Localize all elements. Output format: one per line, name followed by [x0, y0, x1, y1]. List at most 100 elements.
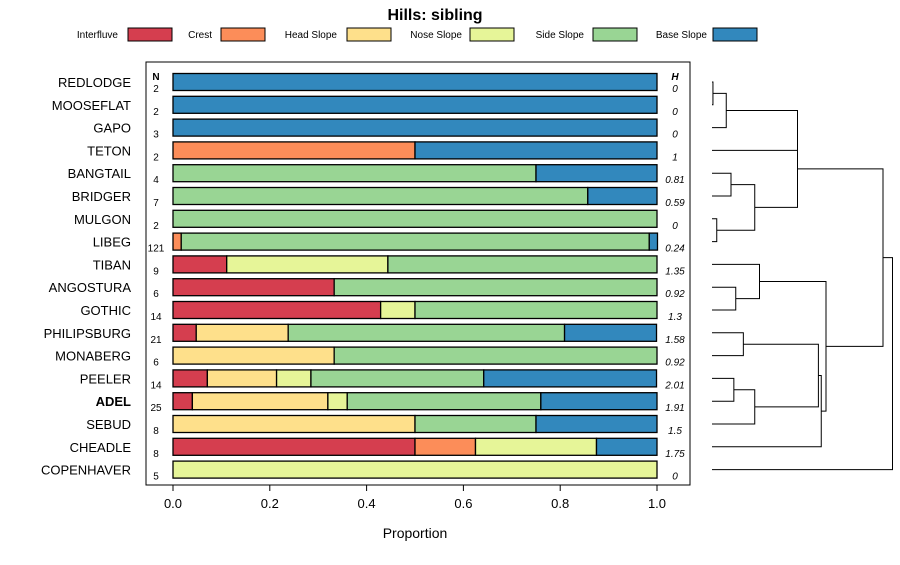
dendrogram-link-14 [759, 281, 827, 412]
x-tick-label-4: 0.8 [551, 496, 569, 511]
bar-segment-peeler-head-slope [206, 369, 278, 388]
x-tick-label-0: 0.0 [164, 496, 182, 511]
dendrogram-link-0 [712, 81, 714, 106]
n-column-header: N [152, 72, 159, 83]
bar-segment-cheadle-nose-slope [474, 437, 598, 456]
n-value-redlodge: 2 [153, 84, 159, 95]
dendrogram-link-10 [712, 377, 735, 402]
h-value-bangtail: 0.81 [665, 175, 684, 186]
bar-segment-cheadle-base-slope [595, 437, 658, 456]
dendrogram-link-1 [712, 92, 727, 129]
legend-swatch-head-slope [346, 27, 392, 42]
h-column-header: H [671, 72, 679, 83]
bar-segment-gapo-base-slope [172, 118, 658, 137]
bar-segment-sebud-head-slope [172, 414, 416, 434]
h-value-mooseflat: 0 [672, 107, 678, 118]
bar-segment-mulgon-side-slope [172, 209, 658, 228]
x-tick-label-1: 0.2 [261, 496, 279, 511]
dendrogram-link-6 [754, 130, 798, 208]
dendrogram-link-9 [712, 332, 744, 357]
category-label-tiban: TIBAN [93, 257, 131, 272]
category-label-adel: ADEL [96, 394, 131, 409]
legend-swatch-nose-slope [469, 27, 515, 42]
dendrogram-link-4 [712, 218, 718, 243]
bar-segment-libeg-base-slope [648, 232, 659, 251]
dendrogram-link-2 [712, 110, 798, 151]
category-label-peeler: PEELER [80, 371, 131, 386]
bar-segment-angostura-interfluve [172, 278, 335, 297]
dendrogram [712, 81, 893, 471]
h-value-bridger: 0.59 [665, 198, 685, 209]
n-value-tiban: 9 [153, 266, 159, 277]
x-tick-label-3: 0.6 [454, 496, 472, 511]
h-value-copenhaver: 0 [672, 472, 678, 483]
n-value-bangtail: 4 [153, 175, 159, 186]
n-value-copenhaver: 5 [153, 472, 159, 483]
bar-segment-teton-crest [172, 141, 416, 160]
h-value-tiban: 1.35 [665, 266, 685, 277]
category-label-libeg: LIBEG [93, 235, 131, 250]
x-tick-label-2: 0.4 [358, 496, 376, 511]
bar-segment-libeg-side-slope [180, 232, 650, 251]
legend-swatch-crest [220, 27, 266, 42]
bar-segment-libeg-crest [172, 232, 182, 251]
legend-swatch-side-slope [592, 27, 638, 42]
legend-swatch-base-slope [712, 27, 758, 42]
dendrogram-link-16 [712, 257, 893, 471]
bar-segment-bridger-base-slope [587, 186, 658, 206]
x-axis: 0.0 0.2 0.4 0.6 0.8 1.0 [164, 485, 666, 511]
n-value-gothic: 14 [150, 312, 162, 323]
legend-swatch-interfluve [127, 27, 173, 42]
legend-label-crest: Crest [188, 30, 212, 41]
bar-segment-monaberg-head-slope [172, 346, 335, 365]
dendrogram-link-5 [716, 184, 756, 231]
category-label-bangtail: BANGTAIL [68, 166, 131, 181]
category-label-copenhaver: COPENHAVER [41, 463, 131, 478]
legend-label-interfluve: Interfluve [77, 30, 119, 41]
bar-segment-redlodge-base-slope [172, 72, 658, 92]
bar-segment-tiban-side-slope [387, 255, 658, 274]
n-value-mulgon: 2 [153, 221, 159, 232]
bar-segment-cheadle-crest [414, 437, 477, 456]
n-value-teton: 2 [153, 152, 159, 163]
legend-label-side-slope: Side Slope [536, 30, 585, 41]
n-value-adel: 25 [150, 403, 162, 414]
h-value-gapo: 0 [672, 130, 678, 141]
n-value-sebud: 8 [153, 426, 159, 437]
n-value-philipsburg: 21 [150, 335, 162, 346]
n-value-monaberg: 6 [153, 358, 159, 369]
bar-segment-sebud-base-slope [535, 414, 658, 434]
bar-segment-gothic-interfluve [172, 300, 382, 320]
category-label-bridger: BRIDGER [72, 189, 131, 204]
category-label-philipsburg: PHILIPSBURG [44, 326, 131, 341]
category-label-redlodge: REDLODGE [58, 75, 131, 90]
legend-label-base-slope: Base Slope [656, 30, 708, 41]
category-label-gapo: GAPO [93, 121, 131, 136]
chart-title: Hills: sibling [387, 7, 482, 24]
legend: Interfluve Crest Head Slope Nose Slope Side … [77, 27, 758, 42]
bar-segment-cheadle-interfluve [172, 437, 416, 456]
bar-segment-adel-base-slope [540, 392, 658, 411]
n-value-angostura: 6 [153, 289, 159, 300]
n-value-mooseflat: 2 [153, 107, 159, 118]
bar-segment-peeler-interfluve [172, 369, 209, 388]
h-value-monaberg: 0.92 [665, 358, 685, 369]
dendrogram-link-7 [712, 286, 737, 311]
legend-label-head-slope: Head Slope [285, 30, 338, 41]
x-axis-label: Proportion [383, 525, 448, 541]
plot-frame [145, 61, 691, 486]
bar-segment-bridger-side-slope [172, 186, 589, 206]
h-value-libeg: 0.24 [665, 244, 685, 255]
bar-segment-copenhaver-nose-slope [172, 460, 658, 479]
bar-segment-bangtail-base-slope [535, 164, 658, 183]
bar-segment-peeler-base-slope [483, 369, 658, 388]
bar-segment-gothic-nose-slope [379, 300, 416, 320]
category-label-mulgon: MULGON [74, 212, 131, 227]
category-label-monaberg: MONABERG [55, 349, 131, 364]
bar-segment-philipsburg-base-slope [563, 323, 658, 342]
x-tick-label-5: 1.0 [648, 496, 666, 511]
bar-segment-gothic-side-slope [414, 300, 658, 320]
legend-label-nose-slope: Nose Slope [410, 30, 462, 41]
n-value-gapo: 3 [153, 130, 159, 141]
category-label-angostura: ANGOSTURA [49, 280, 132, 295]
